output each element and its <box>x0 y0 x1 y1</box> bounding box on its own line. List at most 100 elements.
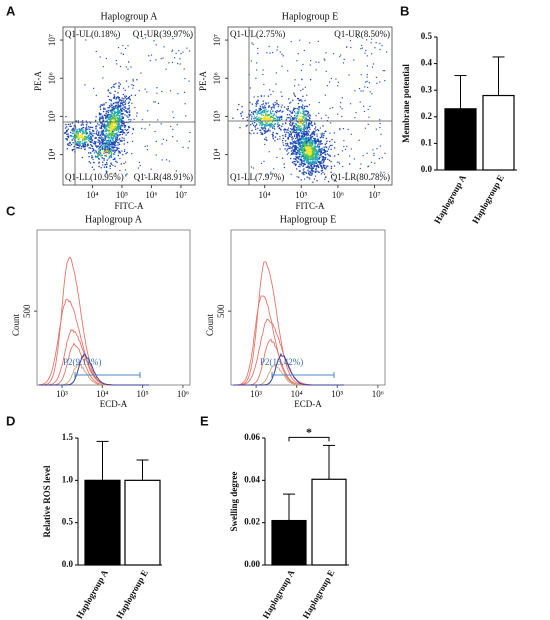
event-dot <box>109 127 111 130</box>
event-dot <box>117 47 120 49</box>
event-dot <box>319 161 322 163</box>
event-dot <box>317 150 320 152</box>
event-dot <box>119 152 121 154</box>
event-dot <box>323 156 325 159</box>
event-dot <box>180 53 182 55</box>
event-dot <box>310 164 313 166</box>
event-dot <box>306 131 308 133</box>
event-dot <box>103 142 105 144</box>
event-dot <box>307 133 310 136</box>
event-dot <box>114 150 117 152</box>
event-dot <box>261 111 263 113</box>
event-dot <box>146 110 149 112</box>
event-dot <box>141 127 143 129</box>
event-dot <box>80 129 82 132</box>
panel-letter: D <box>6 413 15 428</box>
event-dot <box>118 142 120 144</box>
event-dot <box>82 131 84 133</box>
event-dot <box>161 159 163 161</box>
event-dot <box>307 155 310 157</box>
event-dot <box>305 133 307 135</box>
event-dot <box>368 165 370 167</box>
event-dot <box>90 138 92 140</box>
event-dot <box>172 38 174 40</box>
event-dot <box>266 130 269 132</box>
event-dot <box>310 136 312 138</box>
event-dot <box>232 117 234 119</box>
event-dot <box>263 109 266 111</box>
event-dot <box>110 154 113 156</box>
event-dot <box>111 104 113 106</box>
event-dot <box>294 114 296 117</box>
event-dot <box>340 102 342 104</box>
event-dot <box>250 133 252 135</box>
event-dot <box>78 128 81 130</box>
event-dot <box>298 139 300 141</box>
event-dot <box>310 163 313 165</box>
event-dot <box>310 161 312 163</box>
histogram-curve <box>39 353 149 386</box>
event-dot <box>299 142 301 144</box>
event-dot <box>256 62 258 64</box>
event-dot <box>305 140 307 142</box>
event-dot <box>265 102 267 104</box>
event-dot <box>176 140 178 142</box>
event-dot <box>315 61 317 63</box>
event-dot <box>276 49 278 51</box>
event-dot <box>302 104 304 106</box>
event-dot <box>110 141 113 144</box>
event-dot <box>298 108 300 110</box>
event-dot <box>319 154 321 157</box>
event-dot <box>292 99 294 102</box>
event-dot <box>260 95 262 97</box>
event-dot <box>268 123 270 126</box>
event-dot <box>349 40 352 42</box>
event-dot <box>300 138 303 140</box>
event-dot <box>84 144 86 146</box>
event-dot <box>113 113 115 115</box>
event-dot <box>117 129 120 131</box>
event-dot <box>293 142 296 144</box>
event-dot <box>296 157 298 159</box>
event-dot <box>297 132 299 134</box>
event-dot <box>300 131 302 134</box>
event-dot <box>91 141 93 143</box>
event-dot <box>309 163 311 165</box>
event-dot <box>122 113 124 115</box>
event-dot <box>263 123 265 126</box>
event-dot <box>299 164 301 166</box>
event-dot <box>98 162 100 164</box>
event-dot <box>160 123 162 125</box>
event-dot <box>320 135 323 137</box>
event-dot <box>257 47 259 50</box>
event-dot <box>121 102 123 104</box>
event-dot <box>286 142 288 145</box>
event-dot <box>108 130 110 132</box>
event-dot <box>113 153 116 155</box>
event-dot <box>308 131 310 133</box>
event-dot <box>254 121 256 124</box>
event-dot <box>310 172 312 174</box>
event-dot <box>264 115 266 118</box>
event-dot <box>109 165 111 167</box>
event-dot <box>290 157 292 160</box>
event-dot <box>308 167 310 169</box>
event-dot <box>102 117 104 119</box>
event-dot <box>268 124 270 127</box>
event-dot <box>255 109 257 111</box>
event-dot <box>97 139 99 141</box>
event-dot <box>318 151 320 153</box>
event-dot <box>115 107 117 109</box>
event-dot <box>303 149 305 151</box>
event-dot <box>259 124 261 126</box>
event-dot <box>314 142 316 145</box>
event-dot <box>381 45 383 47</box>
event-dot <box>280 116 282 118</box>
event-dot <box>112 127 114 129</box>
event-dot <box>85 120 87 122</box>
event-dot <box>295 126 297 129</box>
event-dot <box>100 145 102 148</box>
event-dot <box>94 120 97 122</box>
event-dot <box>279 135 281 138</box>
event-dot <box>303 125 305 127</box>
